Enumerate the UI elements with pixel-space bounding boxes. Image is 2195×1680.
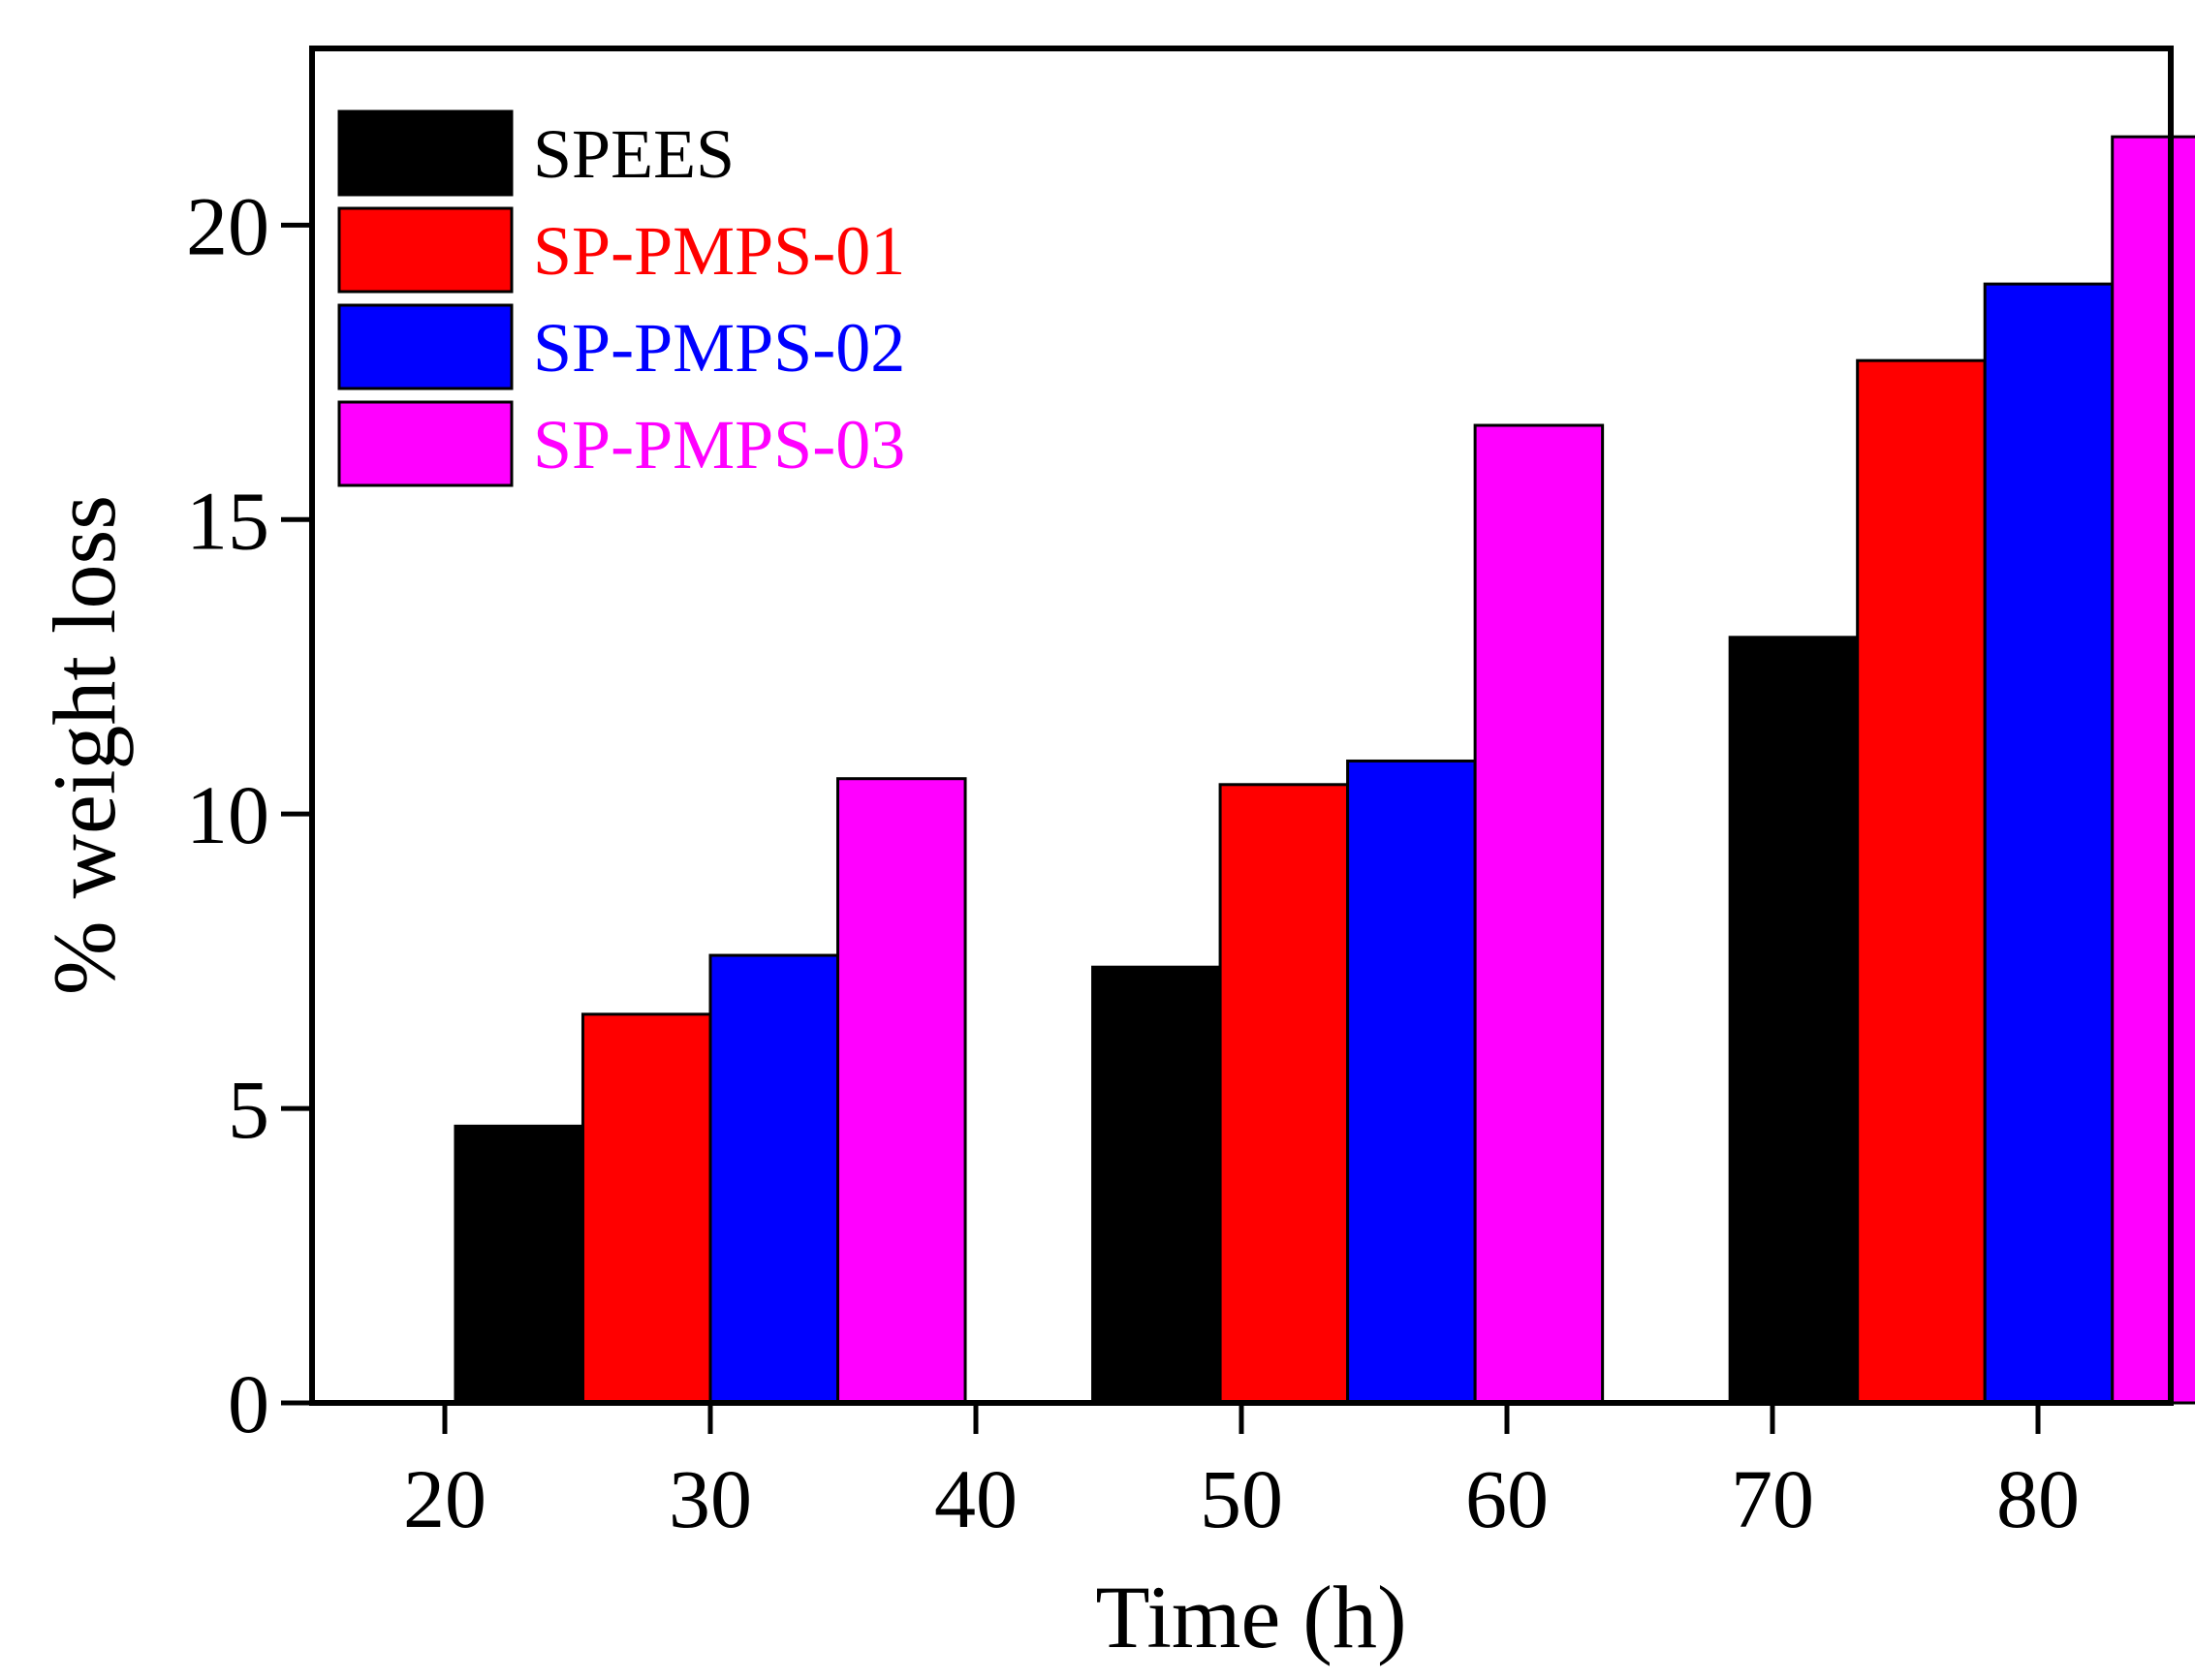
x-tick-label: 70 <box>1731 1452 1814 1545</box>
bar-sp-pmps-01-3 <box>1856 358 1987 1405</box>
x-tick-label: 50 <box>1200 1452 1283 1545</box>
bar-sp-pmps-01-2 <box>1218 783 1350 1405</box>
legend-label-spees: SPEES <box>533 115 735 193</box>
legend-label-sp-pmps-02: SP-PMPS-02 <box>533 309 905 387</box>
legend-swatch-sp-pmps-01 <box>337 206 514 294</box>
bar-sp-pmps-02-1 <box>708 953 840 1405</box>
y-tick-label: 0 <box>228 1357 269 1450</box>
legend: SPEES SP-PMPS-01 SP-PMPS-02 SP-PMPS-03 <box>337 109 905 487</box>
x-tick-label: 60 <box>1465 1452 1549 1545</box>
ticks-layer: 20 30 40 50 60 70 80 0 5 10 15 20 <box>186 179 2080 1545</box>
x-tick-label: 40 <box>934 1452 1018 1545</box>
y-tick-label: 5 <box>228 1063 269 1156</box>
bar-sp-pmps-03-1 <box>836 777 967 1405</box>
bar-sp-pmps-02-2 <box>1346 759 1477 1405</box>
legend-label-sp-pmps-03: SP-PMPS-03 <box>533 406 905 483</box>
bars-layer <box>454 135 2195 1405</box>
bar-spees-1 <box>454 1124 584 1405</box>
bar-sp-pmps-01-1 <box>580 1012 712 1405</box>
y-tick-label: 10 <box>186 768 269 861</box>
y-tick-label: 15 <box>186 474 269 567</box>
bar-spees-3 <box>1728 636 1860 1405</box>
bar-spees-2 <box>1091 965 1222 1405</box>
legend-label-sp-pmps-01: SP-PMPS-01 <box>533 212 905 290</box>
bar-sp-pmps-02-3 <box>1983 282 2115 1405</box>
x-tick-label: 80 <box>1996 1452 2080 1545</box>
y-tick-label: 20 <box>186 179 269 272</box>
bar-sp-pmps-03-2 <box>1473 423 1605 1405</box>
x-axis-title: Time (h) <box>1095 1568 1406 1666</box>
x-tick-label: 30 <box>669 1452 752 1545</box>
y-axis-title: % weight loss <box>35 495 134 995</box>
legend-swatch-sp-pmps-02 <box>337 303 514 390</box>
x-tick-label: 20 <box>403 1452 486 1545</box>
bar-sp-pmps-03-3 <box>2111 135 2195 1405</box>
legend-swatch-sp-pmps-03 <box>337 400 514 487</box>
legend-swatch-spees <box>337 109 514 197</box>
